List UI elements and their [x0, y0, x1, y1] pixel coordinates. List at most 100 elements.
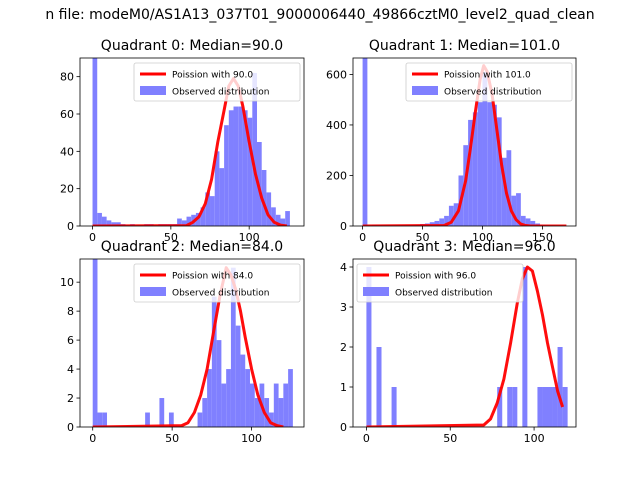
y-tick-label: 80 — [60, 71, 74, 84]
panel-title: Quadrant 1: Median=101.0 — [369, 38, 560, 54]
y-tick-label: 20 — [60, 183, 74, 196]
histogram-bar — [247, 117, 253, 226]
panel-title: Quadrant 3: Median=96.0 — [373, 239, 555, 255]
histogram-bar — [238, 106, 243, 226]
histogram-bar — [366, 267, 372, 427]
histogram-bar — [228, 110, 234, 226]
legend-bar-swatch — [363, 287, 389, 296]
legend-label-poisson: Poission with 90.0 — [172, 71, 253, 81]
figure-suptitle: n file: modeM0/AS1A13_037T01_9000006440_… — [45, 7, 594, 23]
histogram-bar — [512, 387, 518, 427]
histogram-bar — [195, 212, 201, 226]
histogram-bar — [207, 369, 212, 427]
legend: Poission with 101.0 Observed distribution — [405, 62, 573, 102]
legend-label-poisson: Poission with 96.0 — [395, 272, 476, 282]
legend-box — [133, 62, 301, 102]
histogram-bar — [439, 218, 445, 226]
legend-box — [133, 263, 301, 303]
x-tick-label: 100 — [239, 231, 260, 244]
x-tick-label: 100 — [524, 432, 545, 445]
plot-area — [366, 265, 568, 427]
histogram-bar — [216, 340, 222, 427]
histogram-bar — [266, 192, 272, 226]
histogram-bar — [245, 369, 250, 427]
x-tick-label: 50 — [443, 432, 457, 445]
histogram-bar — [264, 398, 270, 427]
y-tick-label: 0 — [340, 421, 347, 434]
histogram-bar — [205, 192, 211, 226]
legend-label-poisson: Poission with 84.0 — [172, 272, 253, 282]
histogram-bar — [547, 387, 553, 427]
histogram-bar — [233, 106, 239, 226]
x-tick-label: 100 — [472, 231, 493, 244]
histogram-bar — [92, 58, 98, 226]
y-tick-label: 40 — [60, 145, 74, 158]
histogram-bar — [434, 220, 440, 226]
y-tick-label: 2 — [67, 392, 74, 405]
y-tick-label: 2 — [340, 341, 347, 354]
histogram-bar — [507, 387, 513, 427]
y-tick-label: 10 — [60, 276, 74, 289]
histogram-bar — [186, 216, 192, 226]
plot-area — [92, 259, 293, 427]
histogram-bar — [562, 387, 568, 427]
histogram-bar — [520, 215, 526, 226]
histogram-bar — [202, 398, 208, 427]
histogram-bar — [116, 222, 121, 226]
histogram-bar — [283, 383, 289, 427]
histogram-bar — [210, 196, 215, 226]
quadrant-panel-3: 0 50 100 0 1 2 3 4 Quadrant 3: Median=96.0 Poissi… — [340, 239, 577, 445]
histogram-bar — [557, 347, 563, 427]
quadrant-panel-1: 0 50 100 150 0 200 400 600 Quadrant 1: Median=10… — [326, 38, 577, 244]
histogram-bar — [278, 398, 284, 427]
legend-label-observed: Observed distribution — [172, 289, 269, 299]
histogram-bar — [487, 102, 493, 226]
histogram-bar — [376, 347, 382, 427]
y-tick-label: 0 — [340, 220, 347, 233]
histogram-bar — [177, 218, 182, 226]
legend-label-poisson: Poission with 101.0 — [444, 71, 531, 81]
histogram-bar — [525, 218, 531, 226]
histogram-bar — [92, 259, 98, 427]
histogram-bar — [516, 193, 521, 226]
panel-title: Quadrant 0: Median=90.0 — [101, 38, 283, 54]
histogram-bar — [106, 220, 112, 226]
legend: Poission with 90.0 Observed distribution — [133, 62, 301, 102]
histogram-bar — [235, 325, 241, 427]
poisson-curve-line — [366, 265, 565, 427]
legend-box — [405, 62, 573, 102]
histogram-bar — [230, 267, 236, 427]
histogram-bar — [111, 222, 117, 226]
axes-frame — [352, 57, 577, 227]
histogram-bar — [391, 387, 397, 427]
quadrant-panel-0: 0 50 100 0 20 40 60 80 Quadrant 0: Median=90.0 Po… — [60, 38, 305, 244]
histogram-bar — [285, 211, 290, 226]
histogram-bar — [269, 412, 274, 427]
y-tick-label: 0 — [67, 421, 74, 434]
histogram-bar — [221, 383, 227, 427]
x-tick-label: 100 — [241, 432, 262, 445]
histogram-bar — [537, 387, 543, 427]
histogram-bar — [97, 212, 102, 226]
histogram-bar — [444, 215, 449, 226]
histogram-bar — [362, 58, 368, 226]
histogram-bar — [219, 168, 225, 226]
axes-frame — [79, 258, 305, 428]
x-tick-label: 50 — [165, 432, 179, 445]
x-tick-label: 0 — [89, 231, 96, 244]
y-tick-label: 6 — [67, 334, 74, 347]
histogram-bar — [261, 170, 267, 226]
histogram-bar — [522, 267, 528, 427]
legend: Poission with 84.0 Observed distribution — [133, 263, 301, 303]
y-tick-label: 600 — [326, 68, 347, 81]
histogram-bar — [271, 207, 276, 226]
histogram-bar — [226, 369, 231, 427]
histogram-bar — [492, 104, 497, 226]
plot-area — [92, 58, 290, 226]
histogram-bar — [472, 112, 478, 226]
histogram-bar — [497, 387, 503, 427]
y-tick-label: 8 — [67, 305, 74, 318]
histogram-bar — [254, 398, 260, 427]
histogram-bar — [101, 216, 107, 226]
x-tick-label: 50 — [164, 231, 178, 244]
